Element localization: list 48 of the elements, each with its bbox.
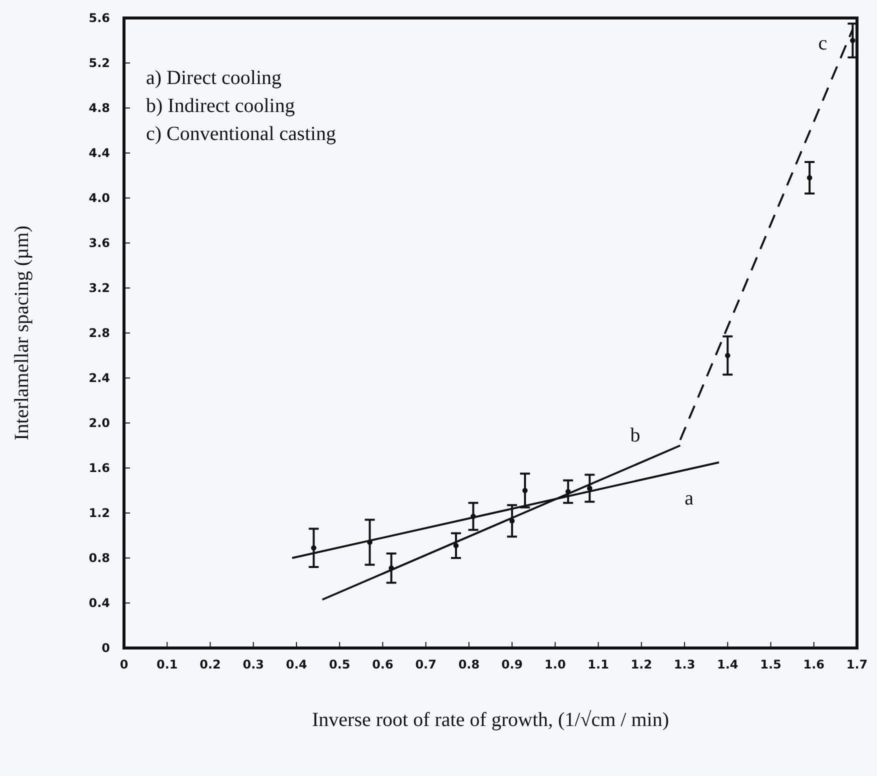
x-tick-label: 1.3 <box>674 658 696 672</box>
x-tick-label: 0.2 <box>200 658 221 672</box>
y-tick-label: 5.6 <box>88 10 110 25</box>
point <box>522 488 528 494</box>
x-tick-label: 0.9 <box>501 658 523 672</box>
series-label: c <box>818 32 828 54</box>
x-tick-label: 0.8 <box>458 658 480 672</box>
x-tick-label: 1.6 <box>803 658 825 672</box>
y-tick-label: 2.8 <box>88 326 110 340</box>
x-tick-label: 0.6 <box>372 658 394 672</box>
y-tick-label: 3.2 <box>88 280 110 295</box>
y-tick-label: 3.6 <box>88 236 110 250</box>
y-tick-label: 0.4 <box>88 596 110 610</box>
x-tick-label: 1.4 <box>717 658 738 672</box>
x-tick-label: 0.1 <box>156 658 178 672</box>
y-tick-label: 0.8 <box>88 550 110 565</box>
y-axis-title: Interlamellar spacing (µm) <box>11 226 33 440</box>
annotation: a) Direct cooling <box>146 67 282 89</box>
y-tick-label: 0 <box>102 640 110 655</box>
x-tick-label: 0.5 <box>328 658 350 672</box>
x-tick-label: 1.1 <box>588 658 609 672</box>
x-tick-label: 1.5 <box>760 658 782 672</box>
point <box>806 175 812 180</box>
x-tick-label: 0.7 <box>415 658 436 672</box>
series-label: a <box>684 487 694 510</box>
y-tick-label: 4.0 <box>88 190 110 205</box>
x-tick-label: 1.2 <box>630 658 652 672</box>
series-label: b <box>630 424 640 446</box>
x-tick-label: 0 <box>120 658 128 672</box>
x-tick-label: 0.3 <box>242 658 264 672</box>
point <box>850 38 856 44</box>
y-tick-label: 2.0 <box>88 416 110 430</box>
annotation: b) Indirect cooling <box>146 95 295 117</box>
point <box>453 542 459 548</box>
y-tick-label: 2.4 <box>88 370 110 385</box>
y-tick-label: 4.8 <box>88 100 110 115</box>
y-tick-label: 1.2 <box>88 506 110 520</box>
x-tick-label: 0.4 <box>286 658 308 672</box>
point <box>587 486 592 491</box>
y-tick-label: 1.6 <box>88 460 110 475</box>
y-tick-label: 5.2 <box>88 56 110 70</box>
x-tick-label: 1.0 <box>544 658 566 672</box>
point <box>311 545 316 551</box>
y-tick-label: 4.4 <box>88 146 110 160</box>
x-tick-label: 1.7 <box>846 658 868 672</box>
point <box>725 352 730 358</box>
annotation: c) Conventional casting <box>146 123 336 145</box>
x-axis-title: Inverse root of rate of growth, (1/√cm / min) <box>312 709 669 731</box>
